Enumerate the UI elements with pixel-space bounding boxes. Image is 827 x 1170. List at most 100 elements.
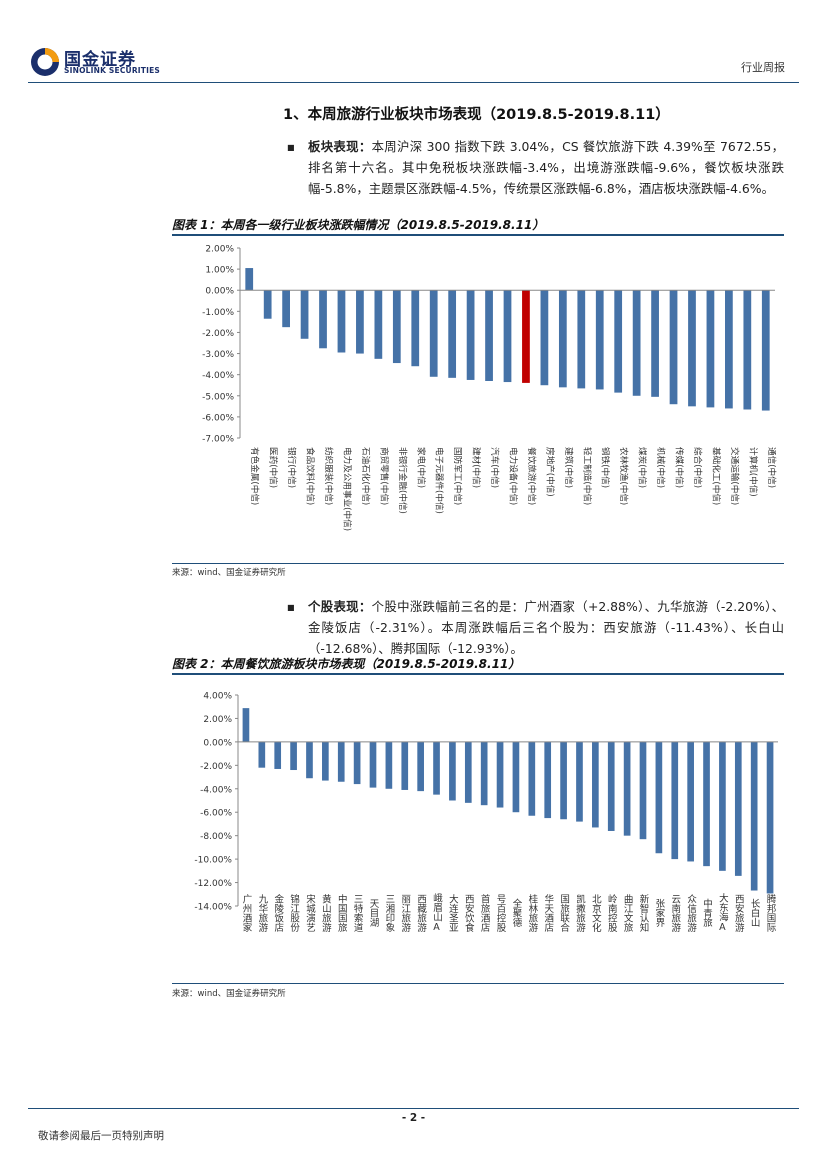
bullet-icon: ■ [287, 603, 295, 612]
bar-商贸零售(中信) [374, 290, 383, 359]
bar-新智认知 [639, 741, 647, 840]
figure2-bottom-rule [172, 983, 784, 984]
x-tick-label: 传媒(中信) [674, 447, 686, 488]
x-tick-label: 新智认知 [638, 893, 650, 933]
x-tick-label: 西安饮食 [463, 894, 475, 933]
bar-华天酒店 [544, 741, 552, 819]
x-tick-label: 通信(中信) [766, 447, 778, 488]
y-tick-label: 0.00% [205, 287, 234, 297]
bar-机械(中信) [651, 290, 659, 397]
bar-大东海A [719, 741, 726, 871]
x-tick-label: 峨眉山A [431, 893, 443, 933]
bar-西藏旅游 [417, 741, 424, 792]
x-tick-label: 餐饮旅游(中信) [526, 447, 538, 505]
x-tick-label: 张家界 [653, 899, 665, 928]
x-tick-label: 中国国旅 [336, 893, 348, 933]
x-tick-label: 建筑(中信) [563, 447, 575, 488]
bar-汽车(中信) [485, 290, 493, 381]
x-tick-label: 银行(中信) [286, 447, 298, 488]
chart-industry-returns: 2.00% 1.00% 0.00% -1.00% -2.00% -3.00% -4.00% -… [202, 245, 778, 532]
x-tick-label: 首旅酒店 [479, 893, 491, 933]
x-tick-label: 众信旅游 [685, 894, 697, 933]
y-tick-label: 2.00% [203, 715, 232, 725]
x-tick-label: 农林牧渔(中信) [618, 447, 630, 505]
bar-农林牧渔(中信) [614, 290, 623, 393]
bar-三特索道 [353, 741, 361, 785]
bar-纺织服装(中信) [319, 290, 327, 349]
bar-首旅酒店 [480, 741, 488, 806]
bar-电力设备(中信) [503, 290, 512, 383]
x-tick-label: 长白山 [749, 898, 761, 927]
x-tick-label: 西安旅游 [733, 894, 745, 933]
bar-房地产(中信) [540, 290, 549, 386]
y-tick-label: -4.00% [200, 785, 232, 795]
y-tick-label: -6.00% [202, 413, 234, 423]
x-tick-label: 商贸零售(中信) [378, 447, 390, 505]
bar-传媒(中信) [669, 290, 678, 405]
bar-西安饮食 [464, 741, 472, 803]
header-divider [28, 82, 799, 83]
bar-国防军工(中信) [448, 290, 457, 378]
bar-基础化工(中信) [706, 290, 715, 408]
bar-有色金属(中信) [245, 268, 254, 291]
bar-煤炭(中信) [632, 290, 641, 396]
x-tick-label: 三湘印象 [383, 894, 395, 932]
chart-tourism-stocks: 4.00% 2.00% 0.00% -2.00% -4.00% -6.00% -8.00% -… [194, 692, 778, 933]
x-tick-label: 金陵饭店 [272, 893, 284, 933]
x-tick-label: 丽江旅游 [399, 894, 411, 933]
x-tick-label: 中青旅 [701, 898, 713, 928]
y-tick-label: -14.00% [194, 903, 232, 913]
x-tick-label: 岭南控股 [606, 893, 618, 933]
x-tick-label: 电力设备(中信) [508, 447, 520, 505]
bar-钢铁(中信) [595, 290, 604, 390]
x-tick-label: 综合(中信) [692, 447, 704, 488]
bar-食品饮料(中信) [300, 290, 309, 339]
bar-交通运输(中信) [725, 290, 733, 409]
bar-云南旅游 [671, 741, 679, 860]
y-tick-label: 1.00% [205, 266, 234, 276]
x-tick-label: 房地产(中信) [544, 447, 556, 497]
bar-北京文化 [592, 741, 599, 828]
bar-非银行金融(中信) [392, 290, 401, 364]
x-tick-label: 凯撒旅游 [574, 893, 586, 933]
bar-号百控股 [496, 741, 504, 808]
x-tick-label: 国防军工(中信) [452, 447, 464, 505]
x-tick-label: 计算机(中信) [747, 447, 759, 497]
paragraph-stock-performance: 个股表现：个股中涨跌幅前三名的是：广州酒家（+2.88%）、九华旅游（-2.20… [308, 596, 784, 659]
paragraph-text: 本周沪深 300 指数下跌 3.04%，CS 餐饮旅游下跌 4.39%至 767… [308, 139, 784, 196]
bar-锦江股份 [290, 741, 297, 771]
y-tick-label: -7.00% [202, 435, 234, 445]
bar-中青旅 [703, 741, 710, 867]
figure2-title: 图表 2：本周餐饮旅游板块市场表现（2019.8.5-2019.8.11） [172, 657, 521, 671]
y-tick-label: 2.00% [205, 245, 234, 255]
figure1-top-rule [172, 234, 784, 236]
x-tick-label: 天目湖 [368, 899, 380, 928]
footer-divider [28, 1108, 799, 1109]
bar-黄山旅游 [322, 741, 329, 781]
bar-天目湖 [369, 741, 377, 788]
x-tick-label: 大连圣亚 [447, 893, 459, 932]
figure1-title: 图表 1：本周各一级行业板块涨跌幅情况（2019.8.5-2019.8.11） [172, 218, 545, 232]
x-tick-label: 黄山旅游 [320, 893, 332, 933]
x-tick-label: 腾邦国际 [765, 893, 777, 933]
y-tick-label: -2.00% [202, 329, 234, 339]
x-tick-label: 锦江股份 [288, 893, 300, 933]
y-tick-label: 4.00% [203, 692, 232, 702]
bar-桂林旅游 [528, 741, 536, 816]
bar-三湘印象 [385, 741, 393, 789]
x-tick-label: 钢铁(中信) [600, 447, 612, 488]
x-tick-label: 大东海A [717, 893, 729, 933]
figure2-source: 来源：wind、国金证券研究所 [172, 989, 286, 999]
x-tick-label: 有色金属(中信) [249, 447, 261, 505]
page-number: - 2 - [401, 1112, 426, 1124]
bar-凯撒旅游 [576, 741, 583, 822]
x-tick-label: 石油石化(中信) [360, 447, 372, 505]
bar-医药(中信) [263, 290, 272, 319]
x-tick-label: 汽车(中信) [489, 447, 501, 488]
x-tick-label: 号百控股 [495, 894, 507, 933]
bar-宋城演艺 [306, 741, 313, 779]
bar-轻工制造(中信) [577, 290, 586, 389]
x-tick-label: 云南旅游 [669, 894, 681, 933]
x-tick-label: 建材(中信) [471, 447, 483, 488]
y-tick-label: -8.00% [200, 832, 232, 842]
